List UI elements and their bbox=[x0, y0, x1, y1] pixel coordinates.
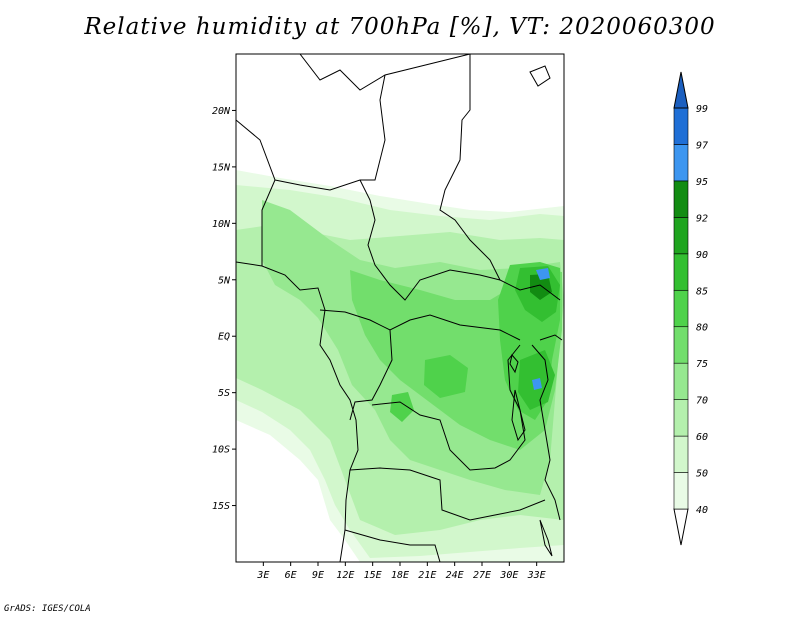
colorbar-swatch bbox=[673, 435, 689, 473]
lat-tick-label: 15S bbox=[212, 501, 230, 512]
lon-tick-label: 18E bbox=[391, 570, 409, 581]
border-line bbox=[299, 54, 471, 91]
country-borders bbox=[236, 54, 563, 562]
lat-tick-label: 10S bbox=[212, 445, 230, 456]
border-line bbox=[349, 329, 393, 421]
lat-tick-label: EQ bbox=[218, 332, 230, 343]
colorbar-swatch bbox=[673, 472, 689, 510]
border-line bbox=[439, 54, 561, 301]
lon-tick-label: 21E bbox=[418, 570, 436, 581]
border-line bbox=[531, 334, 563, 521]
lon-tick-label: 3E bbox=[256, 570, 269, 581]
lat-tick-label: 5S bbox=[218, 388, 230, 399]
humidity-zone-95 bbox=[530, 274, 552, 300]
border-line bbox=[274, 74, 386, 191]
lake-outline bbox=[511, 389, 526, 442]
lake-outline bbox=[509, 353, 519, 374]
lon-tick-label: 6E bbox=[285, 570, 297, 581]
humidity-zone-97b bbox=[532, 378, 542, 390]
border-line bbox=[349, 467, 546, 521]
colorbar-label: 60 bbox=[696, 432, 708, 443]
colorbar: 40 50 60 70 75 80 85 90 92 95 97 99 bbox=[673, 71, 708, 546]
colorbar-bottom-arrow bbox=[673, 508, 689, 546]
latitude-axis: 20N 15N 10N 5N EQ 5S 10S 15S bbox=[212, 106, 236, 512]
colorbar-swatch bbox=[673, 326, 689, 364]
lake-outline bbox=[529, 65, 551, 87]
border-line bbox=[359, 179, 501, 301]
lake-outline bbox=[539, 519, 553, 557]
border-line bbox=[319, 309, 521, 341]
lon-tick-label: 27E bbox=[473, 570, 491, 581]
colorbar-swatch bbox=[673, 253, 689, 291]
colorbar-swatch bbox=[673, 107, 689, 145]
map-title: Relative humidity at 700hPa [%], VT: 202… bbox=[84, 14, 716, 40]
lat-tick-label: 5N bbox=[218, 275, 231, 286]
colorbar-label: 80 bbox=[696, 323, 708, 334]
software-credit: GrADS: IGES/COLA bbox=[4, 604, 91, 614]
colorbar-label: 70 bbox=[696, 396, 708, 407]
lon-tick-label: 15E bbox=[364, 570, 382, 581]
border-line bbox=[344, 529, 441, 562]
humidity-zone-85b bbox=[424, 355, 468, 398]
colorbar-swatch bbox=[673, 180, 689, 218]
lat-tick-label: 10N bbox=[212, 219, 231, 230]
lon-tick-label: 24E bbox=[446, 570, 464, 581]
border-line bbox=[236, 119, 276, 266]
colorbar-swatch bbox=[673, 289, 689, 328]
colorbar-label: 92 bbox=[696, 213, 708, 224]
colorbar-label: 40 bbox=[696, 505, 708, 516]
coastline bbox=[236, 261, 359, 562]
colorbar-swatch bbox=[673, 144, 689, 182]
colorbar-label: 90 bbox=[696, 250, 708, 261]
lon-tick-label: 30E bbox=[499, 570, 518, 581]
lat-tick-label: 20N bbox=[212, 106, 231, 117]
colorbar-label: 99 bbox=[696, 104, 708, 115]
colorbar-swatch bbox=[673, 217, 689, 255]
lon-tick-label: 12E bbox=[336, 570, 354, 581]
colorbar-label: 75 bbox=[696, 359, 708, 370]
humidity-zone-85c bbox=[390, 392, 414, 422]
colorbar-swatch bbox=[673, 362, 689, 400]
colorbar-label: 95 bbox=[696, 177, 708, 188]
lat-tick-label: 15N bbox=[212, 162, 231, 173]
border-line bbox=[371, 344, 526, 471]
lon-tick-label: 9E bbox=[312, 570, 324, 581]
colorbar-label: 50 bbox=[696, 469, 708, 480]
humidity-zone-97 bbox=[536, 268, 550, 280]
humidity-shading bbox=[236, 54, 564, 562]
colorbar-label: 97 bbox=[696, 140, 708, 151]
colorbar-swatch bbox=[673, 399, 689, 437]
colorbar-top-arrow bbox=[673, 71, 689, 109]
lon-tick-label: 33E bbox=[527, 570, 546, 581]
longitude-axis: 3E 6E 9E 12E 15E 18E 21E 24E 27E 30E 33E bbox=[256, 562, 546, 581]
colorbar-label: 85 bbox=[696, 286, 708, 297]
